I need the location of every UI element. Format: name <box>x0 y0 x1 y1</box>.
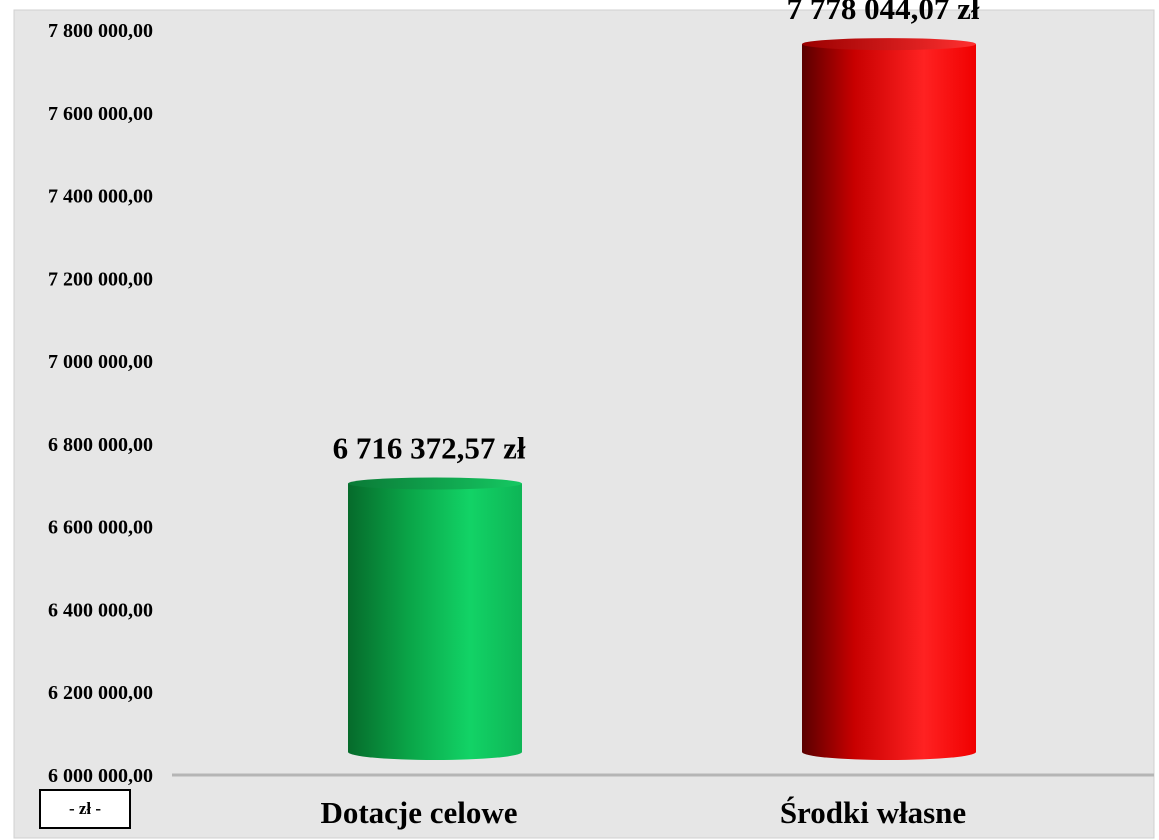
y-tick-label: 7 000 000,00 <box>48 351 153 373</box>
bar: 7 778 044,07 zł <box>787 0 980 760</box>
bar-top <box>348 477 522 490</box>
y-tick-label: 7 200 000,00 <box>48 268 153 290</box>
bars: 6 716 372,57 zł 7 778 044,07 zł <box>333 0 980 760</box>
unit-label: - zł - <box>39 789 131 829</box>
bar: 6 716 372,57 zł <box>333 431 526 760</box>
category-labels: Dotacje celowe Środki własne <box>320 795 966 830</box>
y-tick-label: 7 600 000,00 <box>48 103 153 125</box>
data-label: 6 716 372,57 zł <box>333 431 526 466</box>
y-tick-label: 7 800 000,00 <box>48 20 153 42</box>
y-tick-label: 6 200 000,00 <box>48 682 153 704</box>
y-tick-label: 7 400 000,00 <box>48 186 153 208</box>
category-label: Środki własne <box>780 795 966 830</box>
bar-top <box>802 38 976 51</box>
y-tick-label: 6 400 000,00 <box>48 599 153 621</box>
y-tick-label: 6 800 000,00 <box>48 434 153 456</box>
bar-body <box>802 44 976 760</box>
data-label: 7 778 044,07 zł <box>787 0 980 26</box>
y-tick-label: 6 000 000,00 <box>48 765 153 787</box>
plot-background <box>13 9 1155 839</box>
category-label: Dotacje celowe <box>320 795 517 830</box>
y-axis: 6 000 000,00 6 200 000,00 6 400 000,00 6 60… <box>48 20 153 787</box>
y-tick-label: 6 600 000,00 <box>48 517 153 539</box>
bar-body <box>348 483 522 760</box>
